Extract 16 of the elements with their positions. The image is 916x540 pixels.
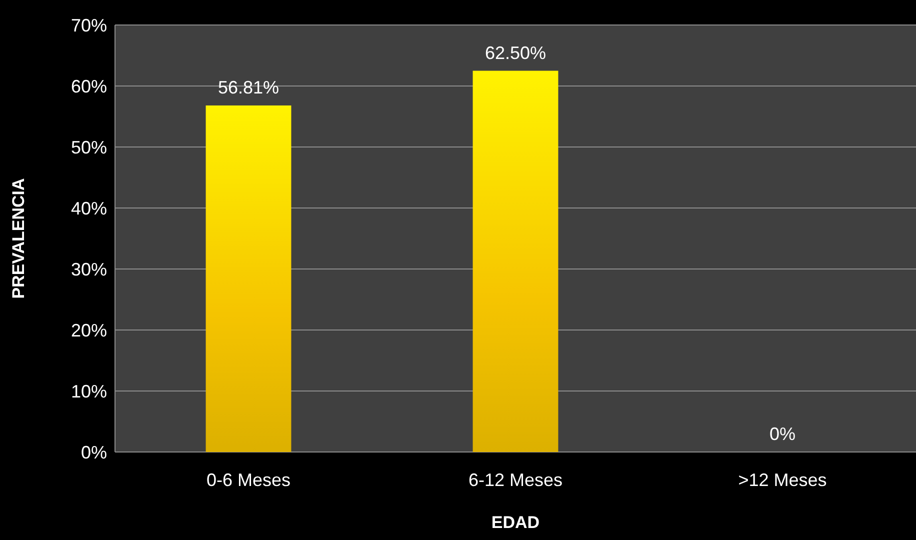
y-tick-label: 0% xyxy=(80,442,107,462)
y-tick-label: 40% xyxy=(70,198,107,218)
x-tick-label: 0-6 Meses xyxy=(206,470,291,490)
y-tick-label: 60% xyxy=(70,76,107,96)
x-tick-label: 6-12 Meses xyxy=(468,470,563,490)
data-label: 0% xyxy=(769,424,796,444)
y-tick-label: 70% xyxy=(70,15,107,36)
y-tick-label: 50% xyxy=(70,137,107,158)
data-label: 62.50% xyxy=(484,42,546,63)
x-axis-title: EDAD xyxy=(491,513,540,532)
data-label: 56.81% xyxy=(218,77,280,98)
y-tick-label: 20% xyxy=(70,320,107,340)
y-tick-label: 30% xyxy=(70,259,107,280)
y-axis-title: PREVALENCIA xyxy=(9,178,28,299)
x-tick-label: >12 Meses xyxy=(738,470,827,490)
y-tick-label: 10% xyxy=(70,381,107,402)
